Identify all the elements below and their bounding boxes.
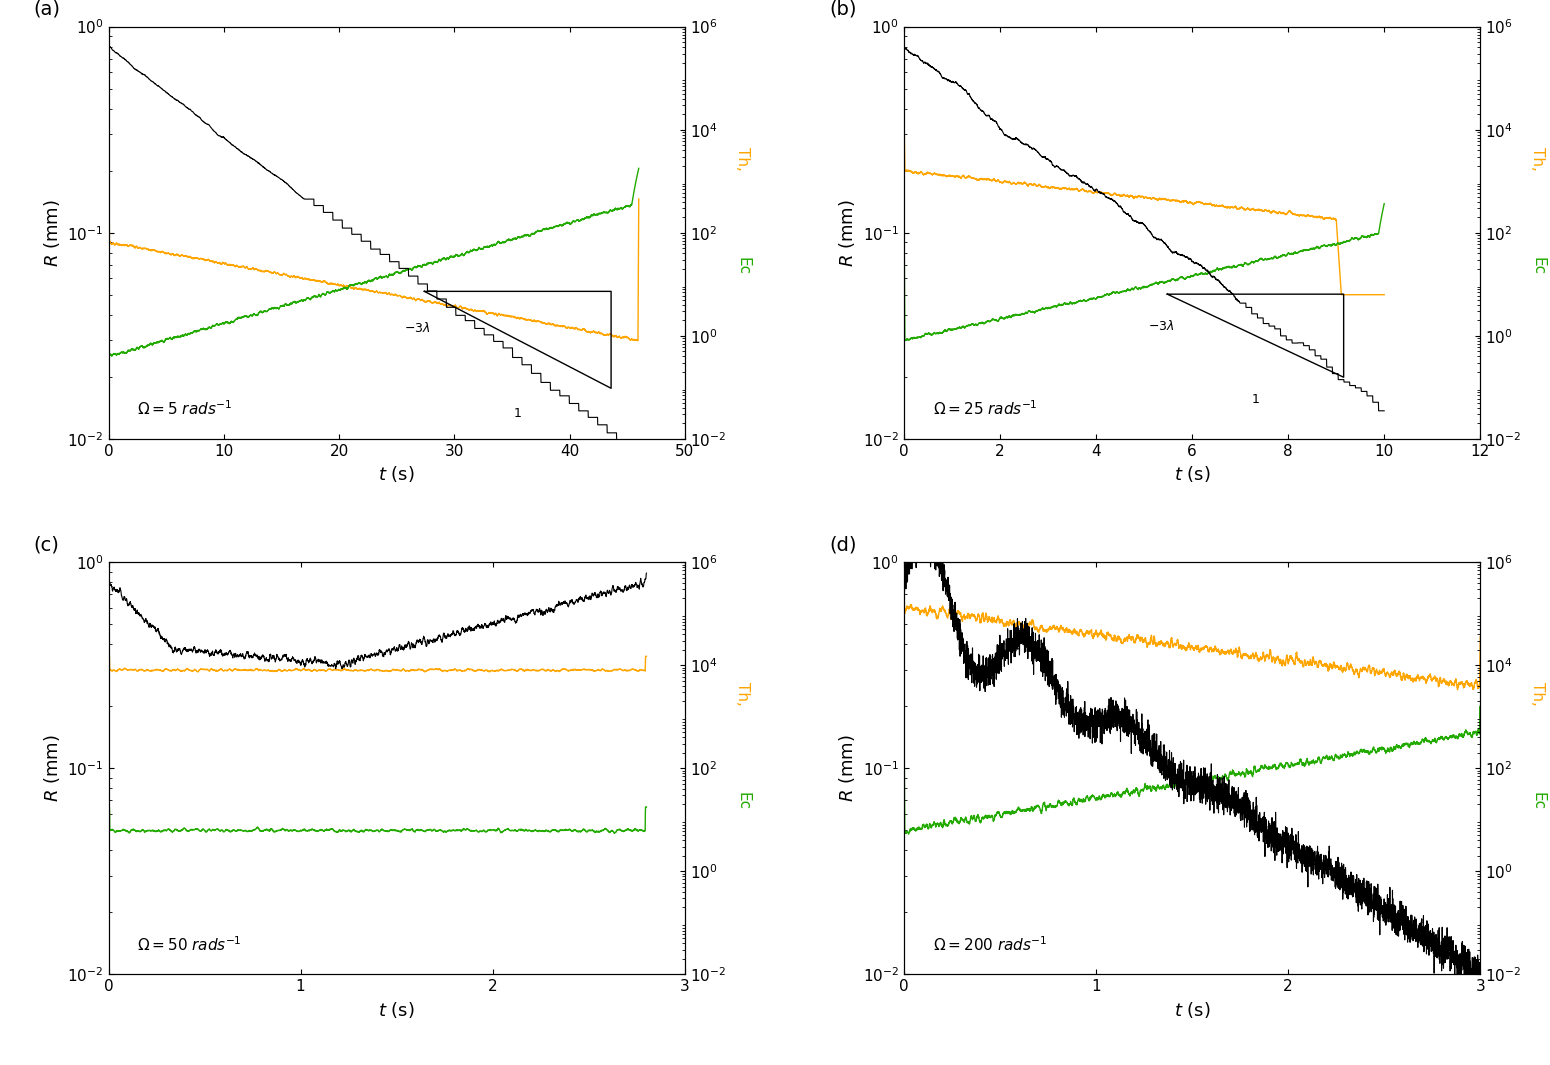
Y-axis label: $R$ (mm): $R$ (mm) [42, 199, 62, 266]
Text: Ec: Ec [1530, 257, 1545, 275]
Text: Th,: Th, [735, 683, 750, 706]
X-axis label: $t$ (s): $t$ (s) [1173, 1000, 1211, 1020]
Y-axis label: $R$ (mm): $R$ (mm) [837, 199, 857, 266]
X-axis label: $t$ (s): $t$ (s) [1173, 464, 1211, 485]
X-axis label: $t$ (s): $t$ (s) [378, 1000, 415, 1020]
Y-axis label: $R$ (mm): $R$ (mm) [837, 735, 857, 802]
Text: Th,: Th, [735, 147, 750, 170]
Text: (c): (c) [34, 535, 59, 554]
Text: $\Omega = 200$ rads$^{-1}$: $\Omega = 200$ rads$^{-1}$ [933, 935, 1048, 954]
X-axis label: $t$ (s): $t$ (s) [378, 464, 415, 485]
Text: $\Omega = 5$ rads$^{-1}$: $\Omega = 5$ rads$^{-1}$ [138, 399, 232, 419]
Text: (a): (a) [34, 0, 60, 18]
Y-axis label: $R$ (mm): $R$ (mm) [42, 735, 62, 802]
Text: Th,: Th, [1530, 147, 1545, 170]
Text: (d): (d) [829, 535, 857, 554]
Text: Ec: Ec [735, 257, 750, 275]
Text: Ec: Ec [1530, 792, 1545, 810]
Text: (b): (b) [829, 0, 857, 18]
Text: $\Omega = 25$ rads$^{-1}$: $\Omega = 25$ rads$^{-1}$ [933, 399, 1037, 419]
Text: Ec: Ec [735, 792, 750, 810]
Text: $\Omega = 50$ rads$^{-1}$: $\Omega = 50$ rads$^{-1}$ [138, 935, 242, 954]
Text: Th,: Th, [1530, 683, 1545, 706]
